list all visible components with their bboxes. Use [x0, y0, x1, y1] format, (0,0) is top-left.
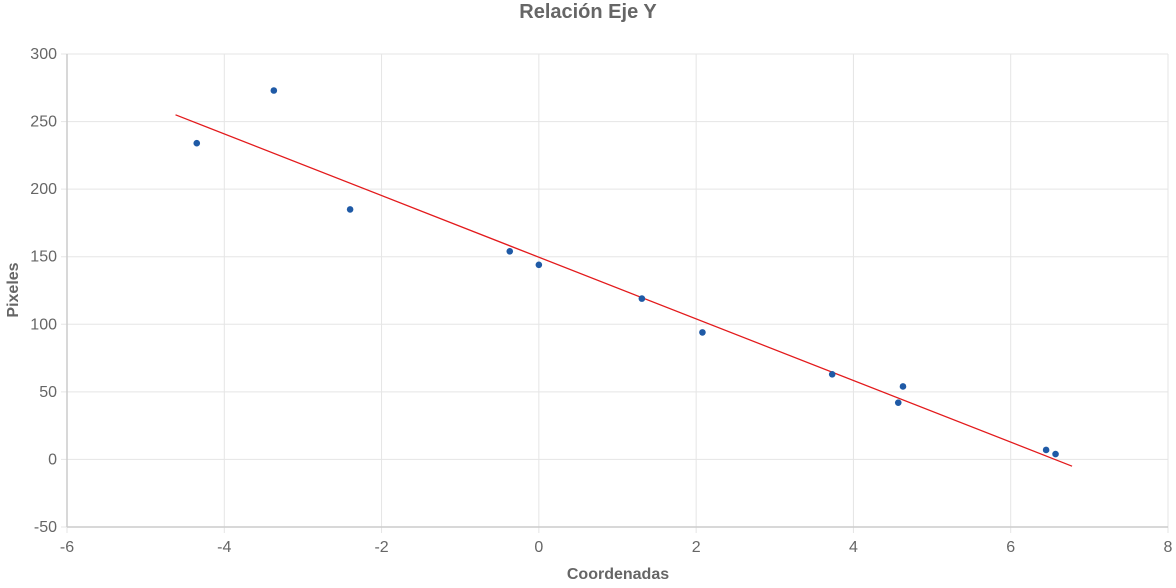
- tick-labels: -6 -4 -2 0 2 4 6 8 -50 0 50 100 150 200 250 300: [30, 46, 1172, 556]
- x-tick-label: -4: [217, 539, 231, 556]
- x-tick-label: -2: [374, 539, 388, 556]
- data-point: [346, 206, 354, 213]
- series: [175, 87, 1073, 467]
- x-tick-label: 2: [692, 539, 701, 556]
- data-point: [1042, 446, 1050, 454]
- x-tick-label: -6: [60, 539, 74, 556]
- data-point: [638, 295, 646, 302]
- trend-line: [175, 114, 1073, 467]
- y-tick-label: 150: [30, 249, 57, 266]
- data-point: [828, 370, 836, 378]
- x-axis-title: Coordenadas: [567, 566, 669, 583]
- data-point: [193, 139, 201, 147]
- y-axis-title: Pixeles: [5, 262, 22, 317]
- y-tick-label: -50: [34, 519, 57, 536]
- data-point: [899, 383, 907, 390]
- data-point: [535, 261, 543, 269]
- y-tick-label: 50: [39, 384, 57, 401]
- axes: [66, 54, 1168, 528]
- chart-title: Relación Eje Y: [519, 1, 657, 23]
- y-tick-label: 300: [30, 46, 57, 63]
- x-tick-label: 8: [1164, 539, 1173, 556]
- data-point: [894, 399, 902, 406]
- data-point: [1052, 450, 1059, 458]
- x-tick-label: 0: [534, 539, 543, 556]
- data-point: [270, 87, 278, 94]
- y-tick-label: 100: [30, 316, 57, 333]
- x-tick-label: 6: [1006, 539, 1015, 556]
- data-point: [506, 248, 514, 255]
- x-tick-label: 4: [849, 539, 858, 556]
- y-tick-label: 0: [48, 451, 57, 468]
- grid: [61, 53, 1169, 533]
- y-tick-label: 200: [30, 181, 57, 198]
- data-point: [699, 329, 706, 336]
- y-tick-label: 250: [30, 114, 57, 131]
